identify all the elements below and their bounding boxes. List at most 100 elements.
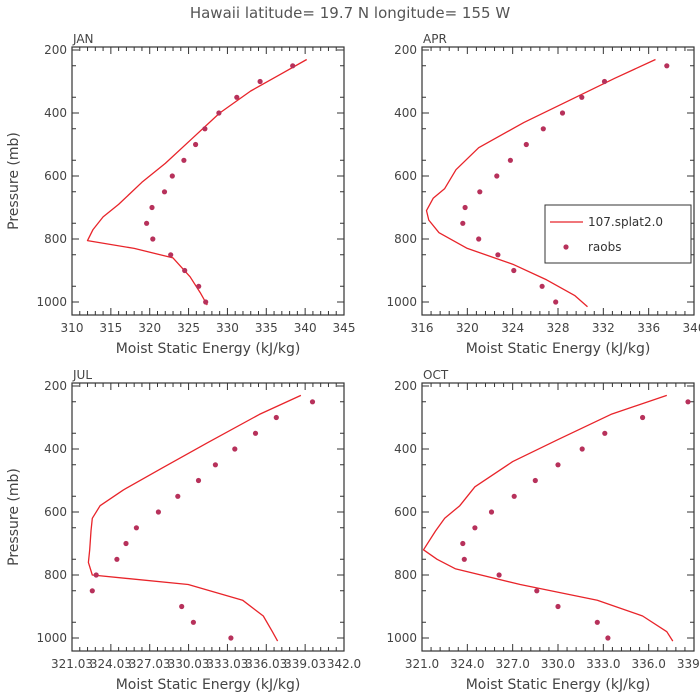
plot-frame bbox=[71, 382, 345, 652]
x-axis-title: Moist Static Energy (kJ/kg) bbox=[116, 341, 301, 357]
x-tick-label: 330 bbox=[216, 321, 239, 335]
data-point-raobs bbox=[605, 635, 611, 641]
data-point-raobs bbox=[202, 126, 208, 132]
data-point-raobs bbox=[169, 173, 175, 179]
x-tick-label: 324.0 bbox=[450, 657, 484, 671]
data-point-raobs bbox=[216, 110, 222, 116]
x-tick-label: 325 bbox=[177, 321, 200, 335]
data-point-raobs bbox=[155, 509, 161, 515]
x-tick-label: 310 bbox=[61, 321, 84, 335]
y-tick-label: 600 bbox=[394, 169, 417, 183]
x-tick-label: 345 bbox=[333, 321, 356, 335]
y-tick-label: 400 bbox=[394, 106, 417, 120]
data-point-raobs bbox=[539, 283, 545, 289]
panel-label: JUL bbox=[72, 368, 92, 382]
data-point-raobs bbox=[496, 572, 502, 578]
data-point-raobs bbox=[123, 540, 129, 547]
data-point-raobs bbox=[182, 267, 188, 274]
x-tick-label: 321.03 bbox=[51, 657, 93, 671]
legend-entry: raobs bbox=[588, 240, 622, 254]
data-point-raobs bbox=[460, 220, 466, 226]
x-tick-label: 320 bbox=[456, 321, 479, 335]
x-tick-label: 324 bbox=[501, 321, 524, 335]
x-tick-label: 330.03 bbox=[168, 657, 210, 671]
data-point-raobs bbox=[460, 540, 466, 547]
x-tick-label: 330.0 bbox=[541, 657, 575, 671]
data-point-raobs bbox=[579, 94, 585, 100]
data-point-raobs bbox=[234, 94, 240, 100]
data-point-raobs bbox=[232, 446, 238, 452]
data-point-raobs bbox=[168, 252, 174, 258]
series-line-107.splat2.0 bbox=[425, 58, 656, 308]
data-point-raobs bbox=[175, 493, 181, 499]
legend-point-swatch bbox=[563, 244, 569, 250]
y-tick-label: 600 bbox=[44, 169, 67, 183]
data-point-raobs bbox=[602, 430, 608, 436]
x-axis-title: Moist Static Energy (kJ/kg) bbox=[466, 677, 651, 693]
y-tick-label: 800 bbox=[44, 568, 67, 582]
y-tick-label: 800 bbox=[44, 232, 67, 246]
panel-jan: JAN 310 315 320 325 330 335 340 345 200 400 600 800 1… bbox=[6, 32, 355, 357]
data-point-raobs bbox=[309, 399, 316, 405]
panel-label: JAN bbox=[72, 32, 94, 46]
y-axis-title: Pressure (mb) bbox=[6, 468, 22, 566]
data-point-raobs bbox=[664, 63, 670, 69]
x-tick-label: 335 bbox=[255, 321, 278, 335]
y-tick-label: 1000 bbox=[386, 631, 417, 645]
data-point-raobs bbox=[540, 126, 546, 132]
data-point-raobs bbox=[462, 204, 468, 211]
x-tick-label: 324.03 bbox=[90, 657, 132, 671]
data-point-raobs bbox=[273, 414, 279, 421]
x-tick-label: 332 bbox=[592, 321, 615, 335]
y-tick-label: 600 bbox=[44, 505, 67, 519]
data-point-raobs bbox=[685, 399, 691, 405]
data-point-raobs bbox=[290, 63, 296, 69]
x-axis-title: Moist Static Energy (kJ/kg) bbox=[466, 341, 651, 357]
x-tick-label: 315 bbox=[99, 321, 122, 335]
x-tick-label: 328 bbox=[547, 321, 570, 335]
x-tick-label: 333.0 bbox=[586, 657, 620, 671]
x-tick-label: 336.03 bbox=[245, 657, 287, 671]
data-point-raobs bbox=[461, 556, 467, 562]
data-point-raobs bbox=[257, 78, 263, 85]
data-point-raobs bbox=[640, 414, 646, 421]
y-tick-label: 1000 bbox=[36, 631, 67, 645]
y-tick-label: 1000 bbox=[36, 295, 67, 309]
data-point-raobs bbox=[252, 430, 259, 436]
y-tick-label: 200 bbox=[394, 43, 417, 57]
data-point-raobs bbox=[494, 173, 500, 179]
y-tick-label: 400 bbox=[44, 442, 67, 456]
data-point-raobs bbox=[472, 525, 478, 531]
data-point-raobs bbox=[507, 157, 513, 163]
data-point-raobs bbox=[89, 588, 95, 594]
data-point-raobs bbox=[495, 252, 501, 258]
data-point-raobs bbox=[477, 189, 483, 195]
data-point-raobs bbox=[559, 110, 566, 116]
panel-apr: APR 316 320 324 328 332 336 340 200 400 600 800 1000… bbox=[386, 32, 700, 357]
data-point-raobs bbox=[476, 236, 482, 242]
y-tick-label: 400 bbox=[394, 442, 417, 456]
x-tick-label: 342.0 bbox=[327, 657, 361, 671]
data-point-raobs bbox=[555, 603, 561, 610]
data-point-raobs bbox=[203, 299, 209, 305]
data-point-raobs bbox=[212, 462, 218, 468]
x-tick-label: 340 bbox=[683, 321, 700, 335]
x-tick-label: 320 bbox=[138, 321, 161, 335]
data-point-raobs bbox=[601, 78, 608, 85]
x-tick-label: 333.03 bbox=[206, 657, 248, 671]
data-point-raobs bbox=[193, 141, 199, 148]
data-point-raobs bbox=[594, 619, 600, 625]
x-axis-title: Moist Static Energy (kJ/kg) bbox=[116, 677, 301, 693]
x-tick-label: 321.0 bbox=[405, 657, 439, 671]
panel-oct: OCT 321.0 324.0 327.0 330.0 333.0 336.0 339.0 20… bbox=[386, 368, 700, 693]
y-axis-title: Pressure (mb) bbox=[6, 132, 22, 230]
figure-title: Hawaii latitude= 19.7 N longitude= 155 W bbox=[190, 4, 510, 22]
series-line-107.splat2.0 bbox=[86, 58, 308, 306]
x-tick-label: 316 bbox=[411, 321, 434, 335]
panel-label: APR bbox=[423, 32, 447, 46]
y-tick-label: 800 bbox=[394, 232, 417, 246]
plot-data bbox=[422, 394, 691, 642]
data-point-raobs bbox=[133, 525, 139, 531]
y-tick-label: 200 bbox=[394, 379, 417, 393]
